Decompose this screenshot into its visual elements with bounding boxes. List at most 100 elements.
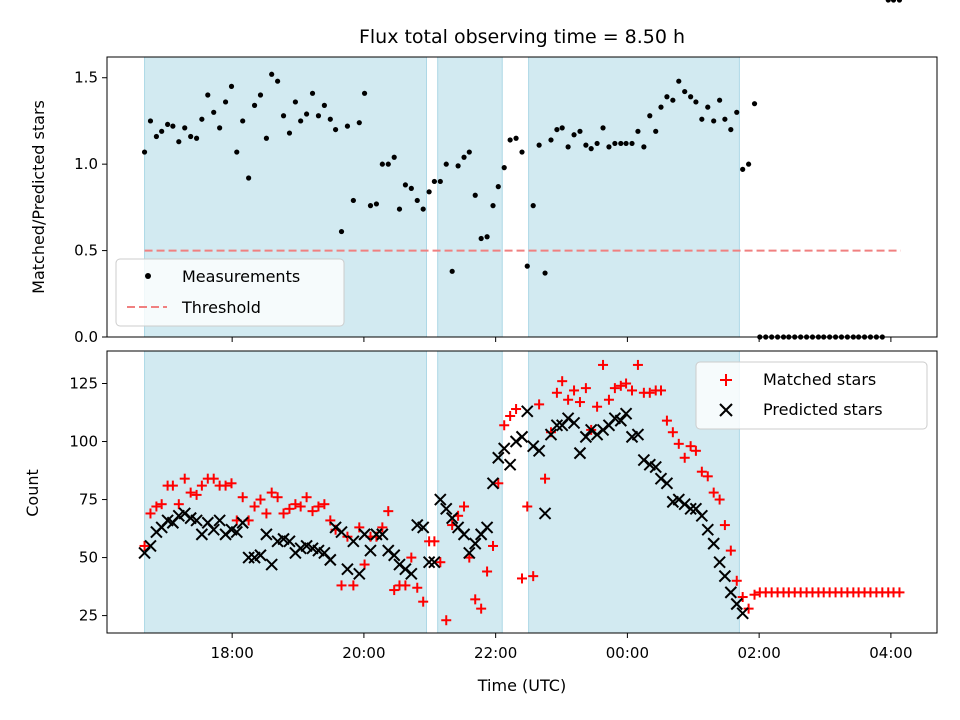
measurement-point [170, 123, 176, 129]
count-axes-frame [106, 350, 938, 634]
measurement-point [682, 88, 688, 95]
predicted-star-marker [341, 562, 354, 576]
measurement-point [286, 130, 293, 136]
matched-star-marker [261, 508, 272, 519]
count-x-tick-label: 18:00 [211, 644, 254, 662]
measurement-point [437, 178, 443, 185]
matched-star-marker [667, 427, 678, 438]
matched-star-marker [383, 506, 394, 517]
predicted-star-marker [532, 444, 546, 458]
measurement-point [141, 149, 148, 155]
matched-star-marker [661, 415, 672, 426]
matched-star-marker [615, 380, 626, 391]
predicted-star-marker [457, 528, 471, 541]
measurement-point [176, 139, 182, 145]
predicted-star-marker [567, 416, 581, 430]
ratio-legend: Measurements Threshold [115, 258, 345, 327]
predicted-star-marker [498, 442, 511, 455]
matched-star-marker [592, 401, 603, 412]
predicted-star-marker [144, 539, 157, 553]
measurement-point [420, 206, 426, 212]
predicted-star-marker [445, 511, 459, 525]
measurement-point [222, 99, 229, 105]
measurement-point [269, 71, 275, 77]
measurement-point [292, 99, 298, 105]
matched-star-marker [574, 397, 585, 408]
ratio-night-band [437, 56, 503, 338]
measurement-point [536, 142, 542, 148]
measurement-point [443, 161, 449, 167]
matched-star-marker [412, 582, 423, 593]
matched-star-marker [505, 410, 516, 421]
predicted-star-marker [230, 525, 243, 539]
predicted-star-marker [347, 535, 360, 548]
matched-star-marker [173, 499, 184, 510]
matched-star-marker [470, 594, 481, 605]
matched-star-marker [389, 585, 400, 596]
matched-star-marker [354, 522, 365, 533]
legend-matched-label: Matched stars [763, 370, 876, 389]
measurement-point [327, 116, 333, 122]
ratio-legend-box [115, 258, 345, 327]
measurement-point [559, 125, 565, 131]
measurement-point [746, 161, 752, 167]
measurement-point [298, 118, 304, 124]
measurement-point [717, 97, 723, 103]
matched-star-marker [220, 480, 231, 491]
measurement-point [484, 234, 490, 240]
count-x-tick-label: 04:00 [869, 644, 912, 662]
measurement-point [385, 161, 391, 167]
measurement-point [449, 268, 455, 274]
predicted-star-marker [707, 537, 720, 550]
predicted-star-marker [265, 558, 278, 571]
predicted-star-marker [521, 405, 534, 418]
measurement-point [722, 116, 728, 122]
matched-star-marker [534, 399, 545, 410]
predicted-star-marker [718, 569, 732, 583]
predicted-star-marker [324, 553, 337, 567]
matched-star-marker [714, 494, 725, 505]
matched-star-marker [307, 506, 318, 517]
measurement-point [228, 83, 235, 89]
matched-star-marker [284, 503, 295, 514]
measurement-point [414, 197, 420, 204]
count-night-bands [144, 350, 740, 634]
predicted-star-marker [736, 607, 749, 620]
measurement-point [600, 125, 606, 131]
measurement-point [426, 189, 432, 195]
measurement-point [379, 161, 385, 167]
measurement-point [699, 116, 705, 122]
measurement-point [182, 125, 188, 131]
predicted-star-marker [405, 567, 418, 581]
matched-star-marker [319, 499, 330, 510]
matched-star-marker [167, 480, 178, 491]
measurement-point [740, 166, 746, 172]
ratio-x-ticks [231, 337, 892, 342]
measurement-point [246, 175, 252, 181]
measurement-point [257, 92, 264, 98]
measurement-point [234, 149, 240, 155]
matched-star-marker [359, 559, 370, 570]
matched-star-marker [301, 492, 312, 503]
matched-star-marker [894, 587, 905, 598]
legend-matched-marker [720, 374, 732, 386]
predicted-star-marker [660, 477, 674, 490]
predicted-star-marker [376, 528, 389, 541]
matched-star-marker [459, 501, 470, 512]
measurement-point [693, 99, 699, 105]
matched-star-marker [400, 580, 411, 591]
matched-star-marker [441, 615, 452, 626]
count-night-band [437, 350, 503, 634]
predicted-star-marker [283, 535, 296, 548]
measurement-point [594, 140, 600, 147]
matched-star-marker [673, 438, 684, 449]
matched-star-marker [603, 394, 614, 405]
measurement-point [280, 113, 287, 119]
measurement-point [332, 126, 339, 133]
measurement-point [641, 144, 647, 150]
measurement-point [356, 120, 362, 126]
measurement-point [263, 135, 270, 141]
measurement-point [577, 128, 583, 134]
matched-star-marker [569, 385, 580, 396]
predicted-star-marker [434, 493, 447, 506]
